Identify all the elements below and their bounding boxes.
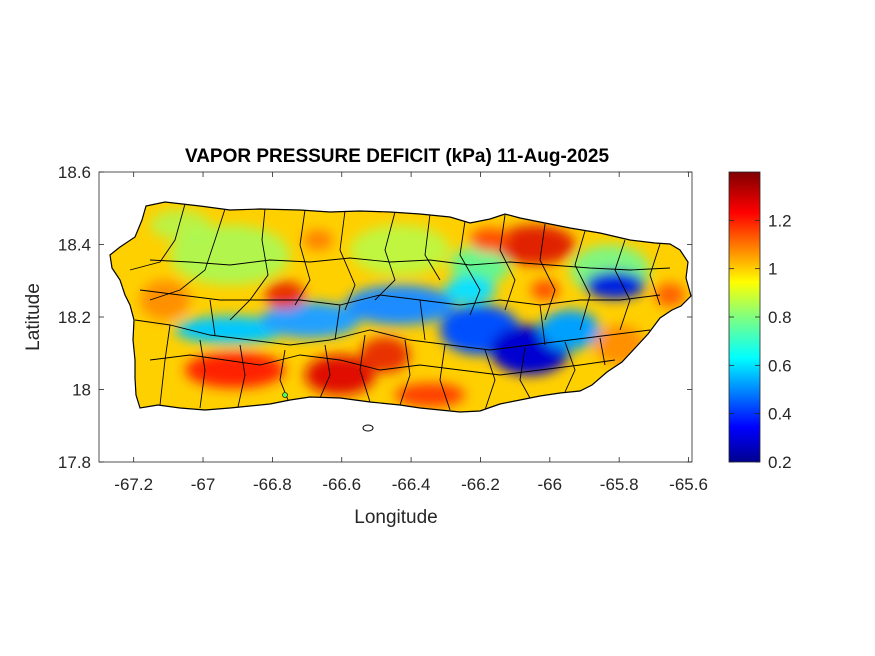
colorbar-ticks: 1.2 1 0.8 0.6 0.4 0.2 (729, 211, 792, 472)
x-axis-ticks: -67.2 -67 -66.8 -66.6 -66.4 -66.2 -66 -65.8 -65.… (114, 172, 708, 494)
y-tick-label: 18 (72, 381, 91, 400)
x-tick-label: -65.6 (669, 475, 708, 494)
colorbar-tick-label: 0.8 (768, 308, 792, 327)
y-axis-label: Latitude (23, 283, 44, 351)
coastal-islet (282, 392, 288, 398)
colorbar-tick-label: 0.2 (768, 453, 792, 472)
colorbar-tick-label: 0.4 (768, 405, 792, 424)
heatmap-blobs (140, 210, 685, 407)
x-tick-label: -67.2 (114, 475, 153, 494)
colorbar-tick-label: 0.6 (768, 356, 792, 375)
x-tick-label: -66.4 (392, 475, 431, 494)
x-axis-label: Longitude (354, 507, 437, 528)
caja-de-muertos-islet (362, 424, 374, 432)
x-tick-label: -66.6 (322, 475, 361, 494)
y-tick-label: 18.6 (58, 163, 91, 182)
colorbar-tick-label: 1 (768, 260, 777, 279)
chart-title: VAPOR PRESSURE DEFICIT (kPa) 11-Aug-2025 (185, 146, 610, 167)
y-axis-ticks: 18.6 18.4 18.2 18 17.8 (58, 163, 692, 472)
x-tick-label: -66 (538, 475, 563, 494)
colorbar-tick-label: 1.2 (768, 211, 792, 230)
municipality-boundaries (129, 203, 671, 411)
x-tick-label: -65.8 (600, 475, 639, 494)
x-tick-label: -66.8 (253, 475, 292, 494)
x-tick-label: -66.2 (461, 475, 500, 494)
y-tick-label: 17.8 (58, 453, 91, 472)
y-tick-label: 18.2 (58, 308, 91, 327)
vpd-heatmap (110, 202, 691, 412)
x-tick-label: -67 (191, 475, 216, 494)
y-tick-label: 18.4 (58, 236, 91, 255)
